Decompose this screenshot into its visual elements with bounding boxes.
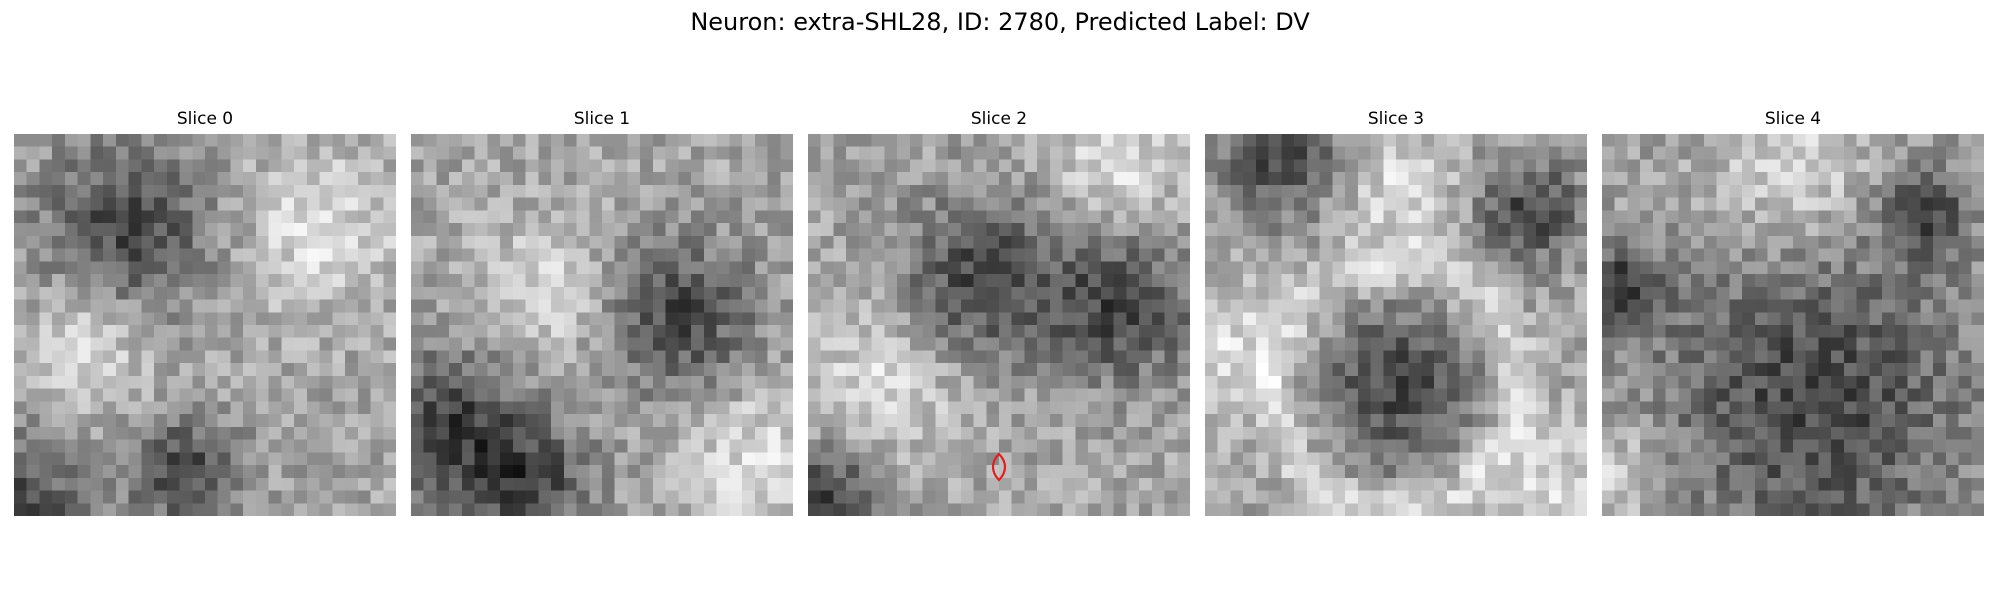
- slice-image-4: [1602, 134, 1984, 516]
- slice-title-3: Slice 3: [1367, 109, 1425, 129]
- slice-panel-3: Slice 3: [1205, 108, 1587, 516]
- slice-panel-4: Slice 4: [1602, 108, 1984, 516]
- slice-panel-0: Slice 0: [14, 108, 396, 516]
- slice-image-2: [808, 134, 1190, 516]
- slice-panel-2: Slice 2: [808, 108, 1190, 516]
- figure-title: Neuron: extra-SHL28, ID: 2780, Predicted…: [690, 8, 1310, 36]
- slice-title-4: Slice 4: [1764, 109, 1822, 129]
- slice-image-3: [1205, 134, 1587, 516]
- slice-title-1: Slice 1: [573, 109, 631, 129]
- slice-title-2: Slice 2: [970, 109, 1028, 129]
- slice-title-0: Slice 0: [176, 109, 234, 129]
- slice-image-0: [14, 134, 396, 516]
- slice-image-1: [411, 134, 793, 516]
- slice-panel-1: Slice 1: [411, 108, 793, 516]
